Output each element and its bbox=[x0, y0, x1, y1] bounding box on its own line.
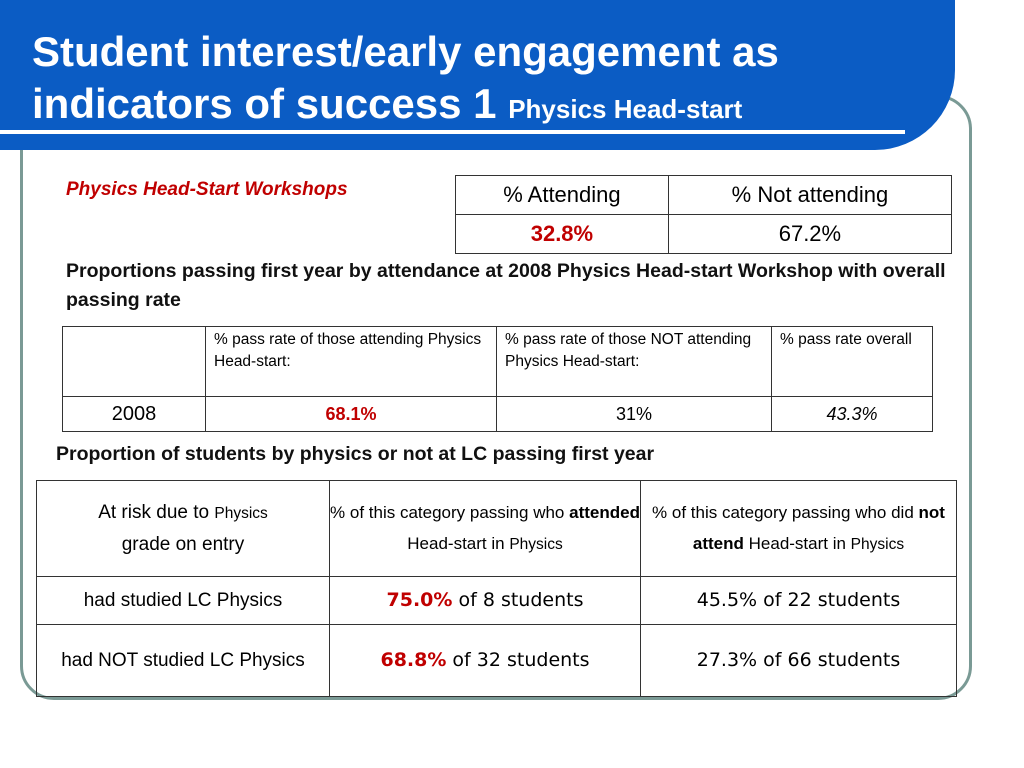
attended-count: of 8 students bbox=[452, 589, 584, 611]
header-text: not attend bbox=[692, 503, 945, 553]
attended-count: of 32 students bbox=[446, 649, 590, 671]
title-main: Student interest/early engagement as ind… bbox=[32, 28, 779, 127]
header-empty bbox=[62, 326, 206, 397]
section-heading-pass-rates: Proportions passing first year by attend… bbox=[66, 260, 946, 311]
not-attended-value: 45.5% of 22 students bbox=[640, 576, 957, 625]
header-attending-rate: % pass rate of those attending Physics H… bbox=[205, 326, 497, 397]
section-heading-proportion: Proportion of students by physics or not… bbox=[56, 443, 655, 465]
slide-title: Student interest/early engagement as ind… bbox=[32, 26, 912, 135]
title-underline bbox=[0, 130, 905, 134]
not-attended-value: 27.3% of 66 students bbox=[640, 624, 957, 697]
attending-rate-value: 68.1% bbox=[205, 396, 497, 432]
header-text: Head-start in bbox=[407, 534, 510, 553]
workshop-subtitle: Physics Head-Start Workshops bbox=[66, 179, 348, 200]
header-not-attending-rate: % pass rate of those NOT attending Physi… bbox=[496, 326, 772, 397]
table-row: had studied LC Physics 75.0% of 8 studen… bbox=[36, 576, 957, 625]
value-attending: 32.8% bbox=[455, 214, 669, 254]
header-text: Physics bbox=[850, 536, 905, 553]
header-text: attended bbox=[569, 503, 640, 522]
year-cell: 2008 bbox=[62, 396, 206, 432]
header-text: % of this category passing who did bbox=[652, 503, 919, 522]
table-row: % pass rate of those attending Physics H… bbox=[62, 326, 933, 397]
header-text: Physics bbox=[214, 505, 268, 522]
attended-percent: 75.0% bbox=[386, 589, 453, 611]
pass-rate-table: % pass rate of those attending Physics H… bbox=[62, 326, 933, 432]
not-attending-rate-value: 31% bbox=[496, 396, 772, 432]
table-row: had NOT studied LC Physics 68.8% of 32 s… bbox=[36, 624, 957, 697]
header-overall-rate: % pass rate overall bbox=[771, 326, 933, 397]
at-risk-table: At risk due to Physics grade on entry % … bbox=[36, 480, 957, 697]
header-text: Head-start in bbox=[743, 534, 851, 553]
header-text: grade on entry bbox=[121, 534, 245, 555]
table-row: At risk due to Physics grade on entry % … bbox=[36, 480, 957, 577]
header-attending: % Attending bbox=[455, 175, 669, 215]
title-sub: Physics Head-start bbox=[508, 94, 743, 124]
header-text: % of this category passing who bbox=[330, 503, 570, 522]
table-row: 2008 68.1% 31% 43.3% bbox=[62, 396, 933, 432]
header-text: Physics bbox=[509, 536, 563, 553]
header-not-attending: % Not attending bbox=[667, 175, 953, 215]
header-text: At risk due to bbox=[98, 502, 215, 523]
title-bar bbox=[0, 0, 955, 150]
header-not-attended: % of this category passing who did not a… bbox=[640, 480, 957, 577]
value-not-attending: 67.2% bbox=[667, 214, 953, 254]
table-row: 32.8% 67.2% bbox=[455, 214, 953, 254]
header-at-risk: At risk due to Physics grade on entry bbox=[36, 480, 330, 577]
attended-value: 68.8% of 32 students bbox=[329, 624, 641, 697]
row-label: had studied LC Physics bbox=[36, 576, 330, 625]
header-attended: % of this category passing who attended … bbox=[329, 480, 641, 577]
row-label: had NOT studied LC Physics bbox=[36, 624, 330, 697]
attended-value: 75.0% of 8 students bbox=[329, 576, 641, 625]
attended-percent: 68.8% bbox=[380, 649, 447, 671]
overall-rate-value: 43.3% bbox=[771, 396, 933, 432]
attendance-table: % Attending % Not attending 32.8% 67.2% bbox=[455, 175, 953, 254]
table-row: % Attending % Not attending bbox=[455, 175, 953, 215]
